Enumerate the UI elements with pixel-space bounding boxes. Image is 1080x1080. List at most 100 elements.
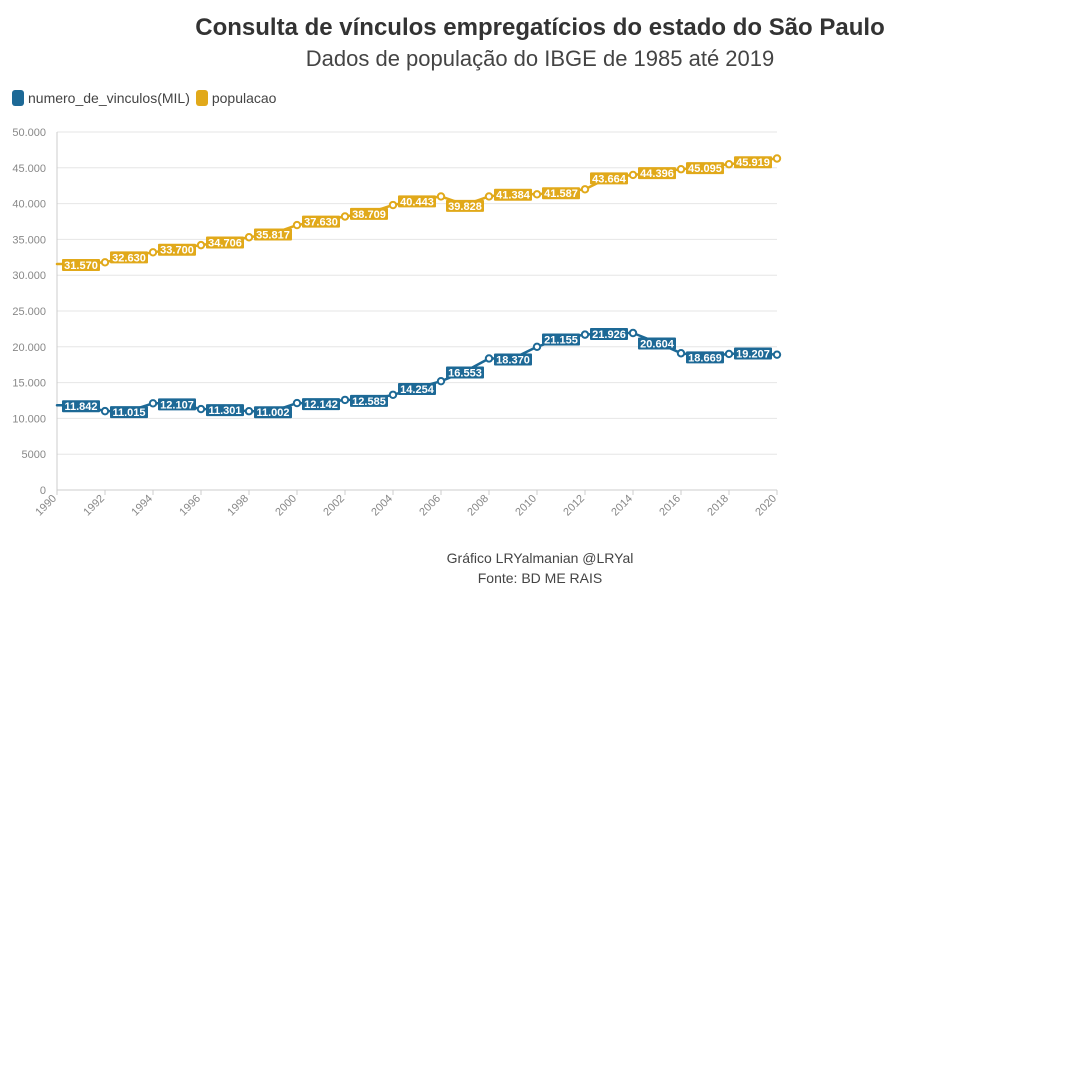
data-label-populacao: 33.700 — [160, 245, 194, 257]
data-point-vinculos — [676, 349, 686, 358]
data-label-populacao: 41.587 — [544, 188, 578, 200]
x-tick-label: 1998 — [225, 493, 251, 519]
data-label-bg-populacao — [62, 258, 100, 271]
legend-label-vinculos: numero_de_vinculos(MIL) — [28, 90, 190, 106]
x-tick-label: 1990 — [33, 493, 59, 519]
data-point-populacao — [436, 192, 446, 201]
data-point-vinculos — [244, 407, 254, 416]
chart-title: Consulta de vínculos empregatícios do es… — [195, 14, 885, 41]
data-point-populacao — [676, 165, 686, 174]
data-point-vinculos — [580, 330, 590, 339]
data-label-populacao: 32.630 — [112, 252, 146, 264]
data-point-vinculos — [196, 404, 206, 414]
legend-swatch-populacao — [195, 90, 208, 106]
data-label-bg-vinculos — [110, 406, 148, 419]
data-point-populacao — [484, 192, 494, 201]
y-tick-label: 25.000 — [12, 306, 46, 318]
data-point-vinculos — [628, 328, 638, 338]
y-tick-label: 15.000 — [12, 378, 46, 390]
data-label-bg-populacao — [686, 162, 724, 175]
x-tick-label: 1992 — [81, 493, 107, 519]
data-point-populacao — [388, 200, 398, 210]
data-label-bg-populacao — [734, 156, 772, 169]
data-label-bg-populacao — [350, 207, 388, 220]
x-tick-label: 2004 — [369, 493, 395, 519]
data-label-bg-populacao — [398, 195, 436, 208]
data-label-vinculos: 19.207 — [736, 348, 770, 360]
data-label-bg-vinculos — [494, 353, 532, 366]
data-label-populacao: 31.570 — [64, 260, 98, 272]
data-label-bg-vinculos — [734, 347, 772, 360]
data-point-populacao — [340, 212, 350, 221]
data-label-bg-populacao — [494, 188, 532, 201]
data-label-bg-populacao — [206, 236, 244, 249]
data-label-vinculos: 21.926 — [592, 329, 626, 341]
data-point-populacao — [196, 240, 206, 250]
x-tick-label: 1996 — [177, 493, 203, 519]
y-tick-label: 40.000 — [12, 199, 46, 211]
data-label-vinculos: 12.107 — [160, 399, 194, 411]
data-label-populacao: 37.630 — [304, 217, 338, 229]
y-tick-label: 10.000 — [12, 413, 46, 425]
data-point-populacao — [772, 154, 782, 163]
data-label-bg-vinculos — [62, 400, 100, 413]
data-label-bg-populacao — [542, 187, 580, 200]
y-tick-label: 5000 — [22, 449, 46, 461]
data-label-bg-populacao — [254, 228, 292, 241]
x-tick-label: 2000 — [273, 493, 299, 519]
legend-swatch-vinculos — [12, 90, 24, 106]
y-tick-label: 35.000 — [12, 234, 46, 246]
chart-header: Consulta de vínculos empregatícios do es… — [0, 12, 1080, 74]
x-tick-label: 1994 — [129, 493, 155, 519]
data-label-vinculos: 18.370 — [496, 354, 530, 366]
chart-legend: numero_de_vinculos(MIL) populacao — [12, 90, 282, 106]
data-label-vinculos: 11.842 — [64, 401, 97, 413]
data-label-vinculos: 12.585 — [352, 396, 386, 408]
data-label-bg-populacao — [158, 243, 196, 256]
data-point-populacao — [100, 258, 110, 267]
data-point-vinculos — [532, 342, 542, 351]
x-tick-label: 2012 — [561, 493, 587, 519]
x-tick-label: 2016 — [657, 493, 683, 519]
data-point-vinculos — [100, 406, 110, 416]
data-point-populacao — [628, 170, 638, 180]
data-label-vinculos: 18.669 — [688, 352, 722, 364]
data-point-vinculos — [292, 398, 302, 408]
data-label-populacao: 44.396 — [640, 168, 674, 180]
data-point-populacao — [532, 190, 542, 199]
data-label-bg-vinculos — [638, 337, 676, 350]
legend-item-vinculos[interactable]: numero_de_vinculos(MIL) — [12, 90, 190, 106]
x-tick-label: 2002 — [321, 493, 347, 519]
data-label-bg-populacao — [110, 251, 148, 264]
data-label-vinculos: 12.142 — [304, 399, 338, 411]
data-label-populacao: 45.919 — [736, 157, 770, 169]
x-tick-label: 2008 — [465, 493, 491, 519]
x-tick-label: 2018 — [705, 493, 731, 519]
data-label-vinculos: 20.604 — [640, 338, 675, 350]
data-label-vinculos: 11.301 — [208, 405, 241, 417]
data-point-populacao — [580, 185, 590, 194]
data-label-vinculos: 11.002 — [256, 407, 289, 419]
legend-label-populacao: populacao — [211, 90, 277, 106]
data-label-bg-populacao — [446, 199, 484, 212]
data-label-bg-vinculos — [350, 394, 388, 407]
data-label-bg-vinculos — [158, 398, 196, 411]
data-label-populacao: 41.384 — [496, 190, 531, 202]
data-point-populacao — [292, 220, 302, 230]
data-label-bg-vinculos — [686, 351, 724, 364]
data-label-bg-vinculos — [542, 333, 580, 346]
data-label-vinculos: 21.155 — [544, 335, 578, 347]
line-chart: 0 5000 10.000 15.000 20.000 25.000 30.000 35.00… — [12, 127, 782, 519]
data-label-vinculos: 14.254 — [400, 384, 435, 396]
data-point-vinculos — [772, 350, 782, 359]
source-text: Fonte: BD ME RAIS — [477, 570, 603, 586]
data-label-bg-vinculos — [590, 328, 628, 341]
y-tick-label: 0 — [40, 485, 46, 497]
data-label-bg-populacao — [638, 167, 676, 180]
chart-footer: Gráfico LRYalmanian @LRYal Fonte: BD ME … — [0, 548, 1080, 588]
data-label-bg-vinculos — [206, 404, 244, 417]
data-label-populacao: 34.706 — [208, 238, 242, 250]
credit-text: Gráfico LRYalmanian @LRYal — [446, 550, 634, 566]
legend-item-populacao[interactable]: populacao — [195, 90, 277, 106]
data-label-populacao: 40.443 — [400, 196, 434, 208]
